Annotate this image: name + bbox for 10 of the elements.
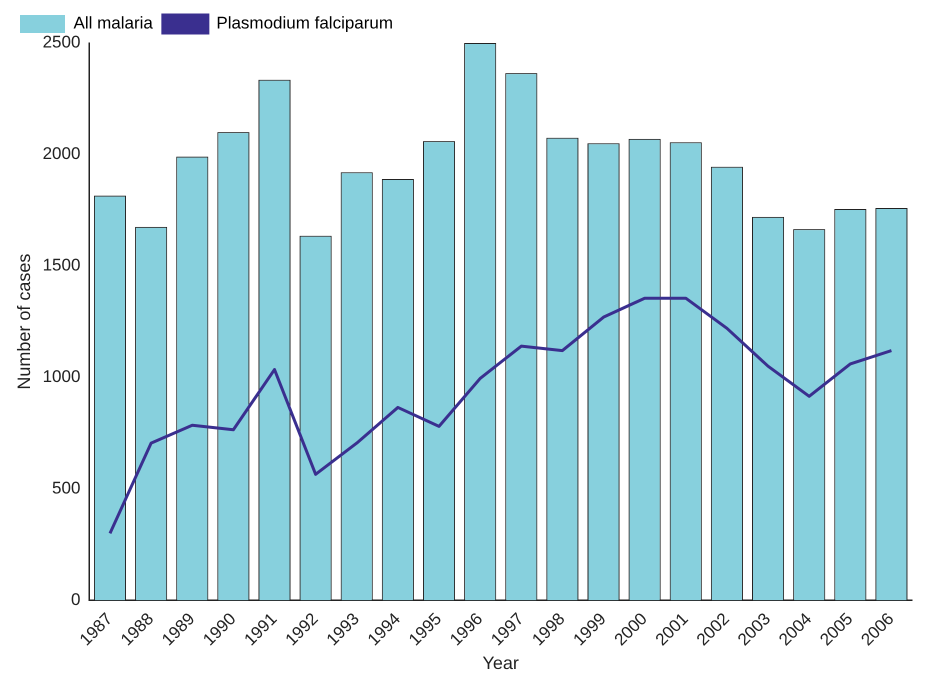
legend-label: All malaria — [74, 14, 154, 33]
x-axis-title: Year — [482, 653, 519, 674]
y-axis-title: Number of cases — [14, 254, 34, 390]
y-tick-label: 500 — [52, 478, 80, 498]
legend-label: Plasmodium falciparum — [216, 14, 394, 33]
y-tick-label: 1500 — [42, 256, 80, 275]
y-tick-label: 1000 — [42, 367, 80, 386]
y-tick-label: 2500 — [42, 32, 80, 52]
y-tick-label: 2000 — [42, 144, 80, 164]
y-tick-label: 0 — [70, 590, 80, 609]
